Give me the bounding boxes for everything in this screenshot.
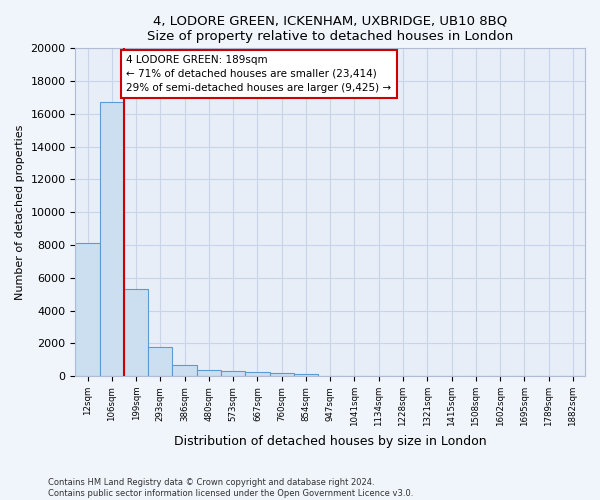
- X-axis label: Distribution of detached houses by size in London: Distribution of detached houses by size …: [174, 434, 487, 448]
- Y-axis label: Number of detached properties: Number of detached properties: [15, 124, 25, 300]
- Text: 4 LODORE GREEN: 189sqm
← 71% of detached houses are smaller (23,414)
29% of semi: 4 LODORE GREEN: 189sqm ← 71% of detached…: [127, 55, 391, 93]
- Bar: [76, 244, 100, 376]
- Bar: [294, 374, 318, 376]
- Bar: [124, 289, 148, 376]
- Bar: [148, 348, 172, 376]
- Title: 4, LODORE GREEN, ICKENHAM, UXBRIDGE, UB10 8BQ
Size of property relative to detac: 4, LODORE GREEN, ICKENHAM, UXBRIDGE, UB1…: [147, 15, 514, 43]
- Bar: [100, 102, 124, 376]
- Bar: [197, 370, 221, 376]
- Bar: [172, 364, 197, 376]
- Text: Contains HM Land Registry data © Crown copyright and database right 2024.
Contai: Contains HM Land Registry data © Crown c…: [48, 478, 413, 498]
- Bar: [269, 373, 294, 376]
- Bar: [245, 372, 269, 376]
- Bar: [221, 372, 245, 376]
